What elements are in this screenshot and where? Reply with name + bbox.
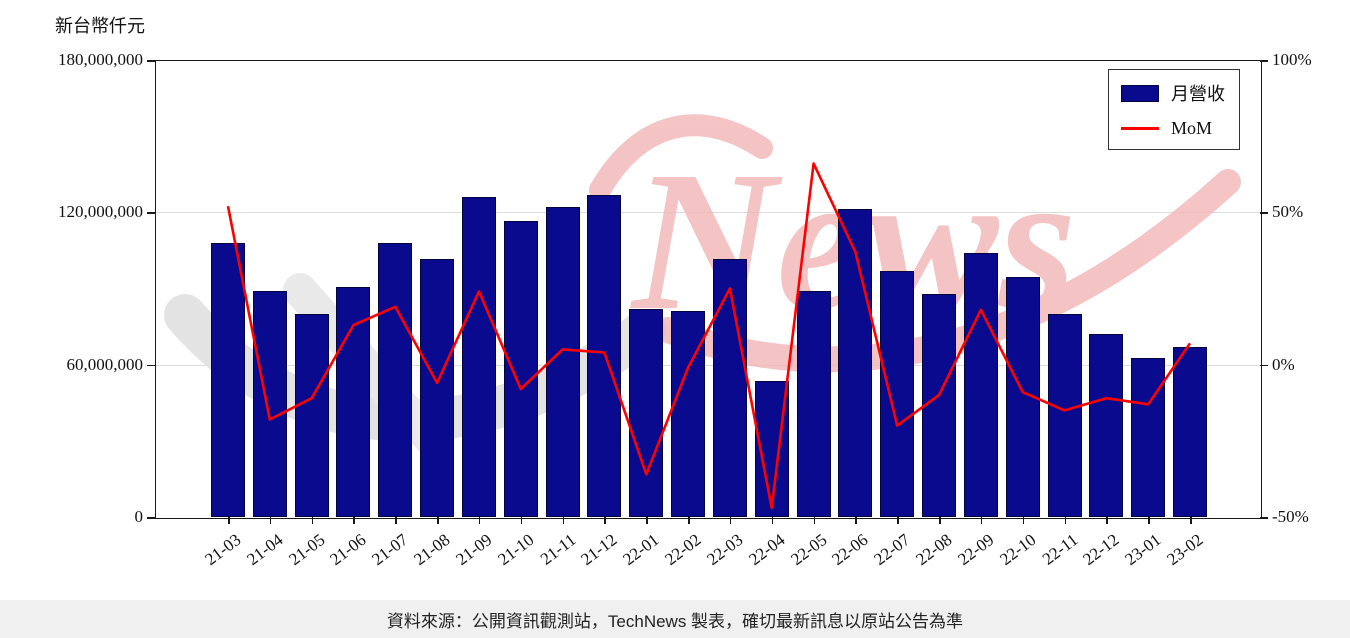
revenue-bar-21-11 xyxy=(545,207,580,517)
legend-line-swatch xyxy=(1121,127,1159,130)
revenue-bar-22-12 xyxy=(1089,334,1124,517)
legend-bar-swatch xyxy=(1121,84,1159,102)
revenue-bar-22-08 xyxy=(922,293,957,517)
revenue-bar-21-10 xyxy=(503,221,538,517)
legend: 月營收 MoM xyxy=(1108,69,1240,150)
y-axis-title: 新台幣仟元 xyxy=(55,16,145,36)
revenue-bar-22-02 xyxy=(671,311,706,517)
source-note: 資料來源：公開資訊觀測站，TechNews 製表，確切最新訊息以原站公告為準 xyxy=(386,611,964,631)
revenue-bar-21-12 xyxy=(587,194,622,517)
revenue-bar-21-05 xyxy=(294,313,329,517)
revenue-bar-22-06 xyxy=(838,208,873,517)
revenue-bar-21-04 xyxy=(252,291,287,517)
revenue-bar-21-09 xyxy=(461,197,496,517)
revenue-bar-21-08 xyxy=(420,259,455,517)
revenue-bar-22-07 xyxy=(880,270,915,517)
legend-line-label: MoM xyxy=(1171,118,1213,138)
revenue-bar-21-07 xyxy=(378,242,413,517)
revenue-bar-22-10 xyxy=(1005,277,1040,517)
revenue-bar-21-03 xyxy=(211,242,245,517)
revenue-bar-23-01 xyxy=(1131,358,1166,517)
legend-item-mom: MoM xyxy=(1121,118,1225,139)
revenue-bar-22-11 xyxy=(1047,313,1082,517)
revenue-bar-22-09 xyxy=(963,252,998,517)
revenue-bar-23-02 xyxy=(1173,346,1207,517)
revenue-bar-22-03 xyxy=(712,259,747,517)
legend-bar-label: 月營收 xyxy=(1171,84,1225,104)
revenue-bar-22-01 xyxy=(629,308,664,517)
revenue-bar-21-06 xyxy=(336,287,371,517)
legend-item-revenue: 月營收 xyxy=(1121,80,1225,106)
footer-bar: 資料來源：公開資訊觀測站，TechNews 製表，確切最新訊息以原站公告為準 xyxy=(0,600,1350,638)
revenue-bar-22-05 xyxy=(796,291,831,517)
revenue-bar-22-04 xyxy=(754,381,789,517)
